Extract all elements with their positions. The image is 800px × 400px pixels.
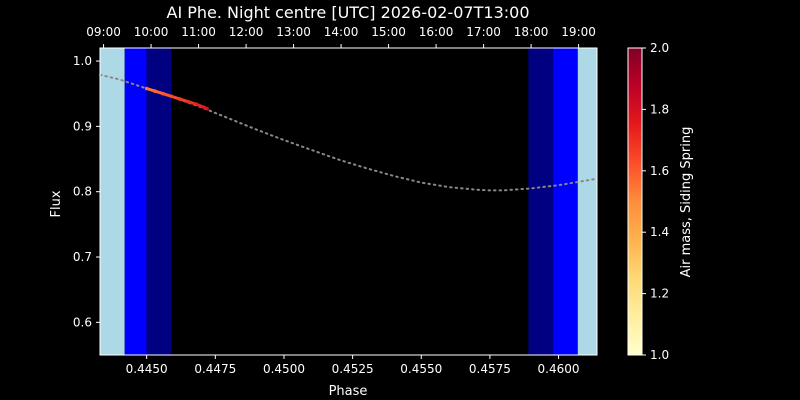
top-tick-label: 10:00 <box>134 25 169 39</box>
observed-point <box>205 106 209 111</box>
y-axis-ticks: 0.6 0.7 0.8 0.9 1.0 <box>73 54 100 329</box>
chart-title: AI Phe. Night centre [UTC] 2026-02-07T13… <box>167 3 530 22</box>
y-tick-label: 0.9 <box>73 119 92 133</box>
band-twilight-navy-left <box>146 48 172 355</box>
band-twilight-blue-right <box>553 48 578 355</box>
y-tick-label: 0.8 <box>73 185 92 199</box>
y-tick-label: 0.6 <box>73 315 92 329</box>
x-tick-label: 0.4525 <box>332 362 374 376</box>
twilight-bands <box>100 48 597 355</box>
observed-point <box>177 97 182 101</box>
band-twilight-navy-right <box>528 48 554 355</box>
top-tick-label: 16:00 <box>419 25 454 39</box>
colorbar-tick-label: 2.0 <box>650 41 669 55</box>
x-tick-label: 0.4475 <box>194 362 236 376</box>
top-tick-label: 11:00 <box>181 25 216 39</box>
observed-point <box>194 102 198 106</box>
top-tick-label: 18:00 <box>514 25 549 39</box>
colorbar-ticks: 1.0 1.2 1.4 1.6 1.8 2.0 <box>642 41 669 362</box>
top-tick-label: 14:00 <box>324 25 359 39</box>
observed-point <box>202 105 207 110</box>
colorbar-tick-label: 1.2 <box>650 287 669 301</box>
observed-point <box>169 94 174 99</box>
observed-points <box>144 86 209 111</box>
band-twilight-light-left <box>100 48 125 355</box>
colorbar-tick-label: 1.6 <box>650 164 669 178</box>
y-axis-label: Flux <box>49 190 64 217</box>
colorbar-tick-label: 1.0 <box>650 348 669 362</box>
x-tick-label: 0.4600 <box>538 362 580 376</box>
colorbar <box>627 47 643 356</box>
observed-point <box>186 99 190 104</box>
top-tick-label: 09:00 <box>86 25 121 39</box>
x-tick-label: 0.4500 <box>263 362 305 376</box>
colorbar-tick-label: 1.8 <box>650 102 669 116</box>
top-tick-label: 13:00 <box>276 25 311 39</box>
top-time-axis-ticks: 09:00 10:00 11:00 12:00 13:00 14:00 15:00 16:00… <box>86 25 596 48</box>
top-tick-label: 17:00 <box>466 25 501 39</box>
observed-point <box>144 86 149 91</box>
x-tick-label: 0.4575 <box>469 362 511 376</box>
band-twilight-light-right <box>577 48 597 355</box>
observed-point <box>153 89 157 93</box>
x-axis-ticks: 0.4450 0.4475 0.4500 0.4525 0.4550 0.4575 0.46… <box>126 355 580 376</box>
x-tick-label: 0.4550 <box>400 362 442 376</box>
x-axis-label: Phase <box>329 384 368 399</box>
y-tick-label: 0.7 <box>73 250 92 264</box>
top-tick-label: 12:00 <box>229 25 264 39</box>
colorbar-label: Air mass, Siding Spring <box>679 127 694 278</box>
x-tick-label: 0.4450 <box>126 362 168 376</box>
colorbar-tick-label: 1.4 <box>650 225 669 239</box>
top-tick-label: 19:00 <box>561 25 596 39</box>
band-twilight-blue-left <box>124 48 147 355</box>
plot-frame <box>99 47 598 356</box>
observed-point <box>161 91 165 96</box>
top-tick-label: 15:00 <box>371 25 406 39</box>
y-tick-label: 1.0 <box>73 54 92 68</box>
